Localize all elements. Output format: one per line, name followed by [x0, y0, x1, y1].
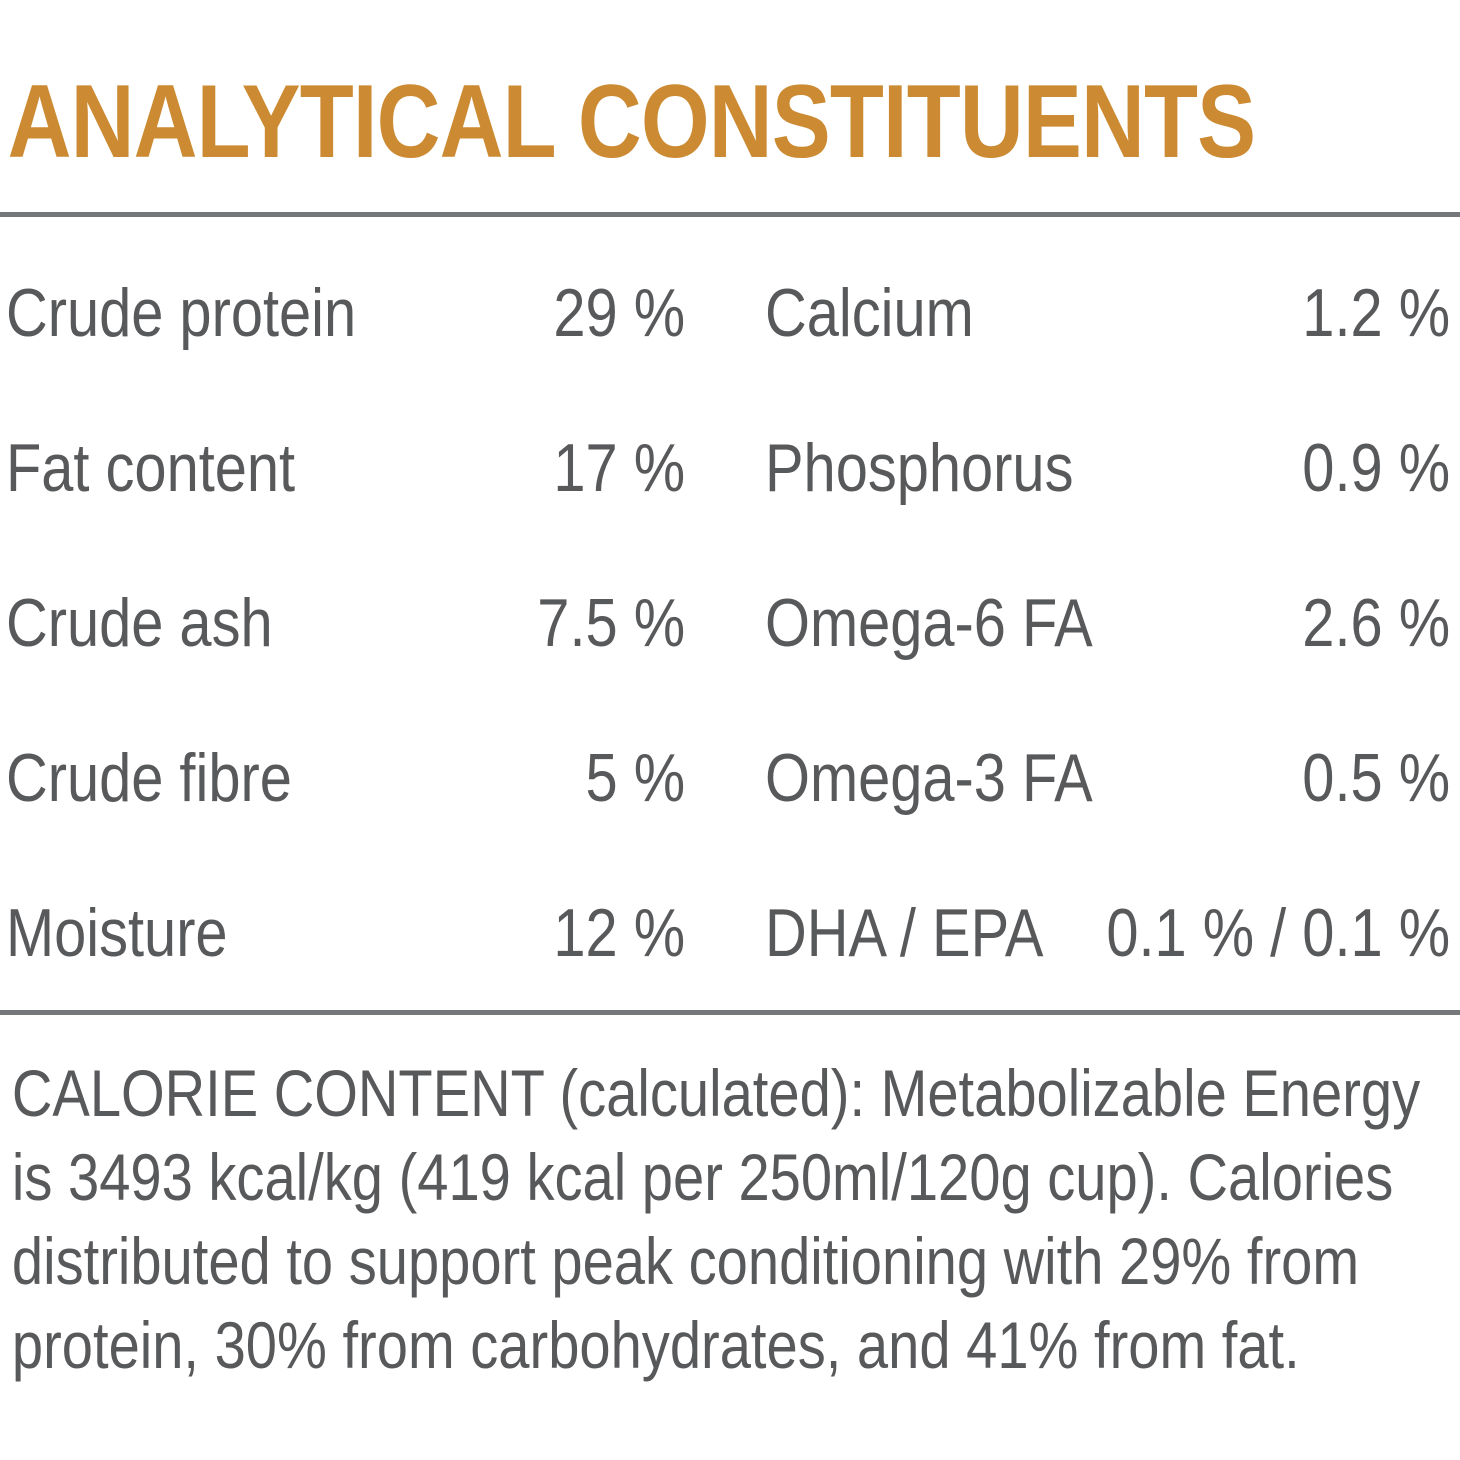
divider-bottom — [0, 1010, 1460, 1015]
table-row-omega-3-fa: Omega-3 FA 0.5 % — [765, 700, 1450, 855]
nutrient-label: Fat content — [5, 429, 296, 506]
nutrient-value: 7.5 % — [537, 584, 686, 661]
table-row-crude-fibre: Crude fibre 5 % — [6, 700, 685, 855]
table-row-moisture: Moisture 12 % — [6, 855, 685, 1010]
calorie-line: protein, 30% from carbohydrates, and 41%… — [11, 1308, 1300, 1382]
nutrient-column-left: Crude protein 29 % Fat content 17 % Crud… — [6, 235, 685, 1010]
panel-title: ANALYTICAL CONSTITUENTS — [7, 64, 1256, 180]
nutrient-label: Phosphorus — [765, 429, 1074, 506]
table-row-phosphorus: Phosphorus 0.9 % — [765, 390, 1450, 545]
table-row-calcium: Calcium 1.2 % — [765, 235, 1450, 390]
table-row-crude-ash: Crude ash 7.5 % — [6, 545, 685, 700]
nutrient-value: 0.5 % — [1302, 739, 1451, 816]
table-row-omega-6-fa: Omega-6 FA 2.6 % — [765, 545, 1450, 700]
table-row-crude-protein: Crude protein 29 % — [6, 235, 685, 390]
nutrient-label: Crude ash — [5, 584, 273, 661]
analytical-constituents-panel: ANALYTICAL CONSTITUENTS Crude protein 29… — [0, 64, 1460, 1387]
calorie-line: distributed to support peak conditioning… — [11, 1224, 1360, 1298]
calorie-content-paragraph: CALORIE CONTENT (calculated): Metaboliza… — [12, 1051, 1449, 1387]
calorie-line: is 3493 kcal/kg (419 kcal per 250ml/120g… — [11, 1140, 1394, 1214]
table-row-dha-epa: DHA / EPA 0.1 % / 0.1 % — [765, 855, 1450, 1010]
nutrient-value: 5 % — [585, 739, 686, 816]
calorie-line: CALORIE CONTENT (calculated): Metaboliza… — [11, 1056, 1421, 1130]
nutrient-value: 2.6 % — [1302, 584, 1451, 661]
nutrient-value: 0.1 % / 0.1 % — [1106, 894, 1451, 971]
nutrient-table: Crude protein 29 % Fat content 17 % Crud… — [6, 217, 1460, 1010]
table-row-fat-content: Fat content 17 % — [6, 390, 685, 545]
nutrient-label: DHA / EPA — [765, 894, 1044, 971]
nutrient-value: 29 % — [553, 274, 686, 351]
nutrient-value: 0.9 % — [1302, 429, 1451, 506]
divider-top — [0, 212, 1460, 217]
nutrient-label: Omega-3 FA — [765, 739, 1093, 816]
nutrient-label: Calcium — [765, 274, 974, 351]
nutrient-value: 17 % — [553, 429, 686, 506]
nutrient-label: Moisture — [5, 894, 228, 971]
nutrient-label: Crude protein — [5, 274, 357, 351]
nutrient-value: 1.2 % — [1302, 274, 1451, 351]
nutrient-value: 12 % — [553, 894, 686, 971]
nutrient-column-right: Calcium 1.2 % Phosphorus 0.9 % Omega-6 F… — [765, 235, 1450, 1010]
nutrient-label: Crude fibre — [5, 739, 292, 816]
nutrient-label: Omega-6 FA — [765, 584, 1093, 661]
